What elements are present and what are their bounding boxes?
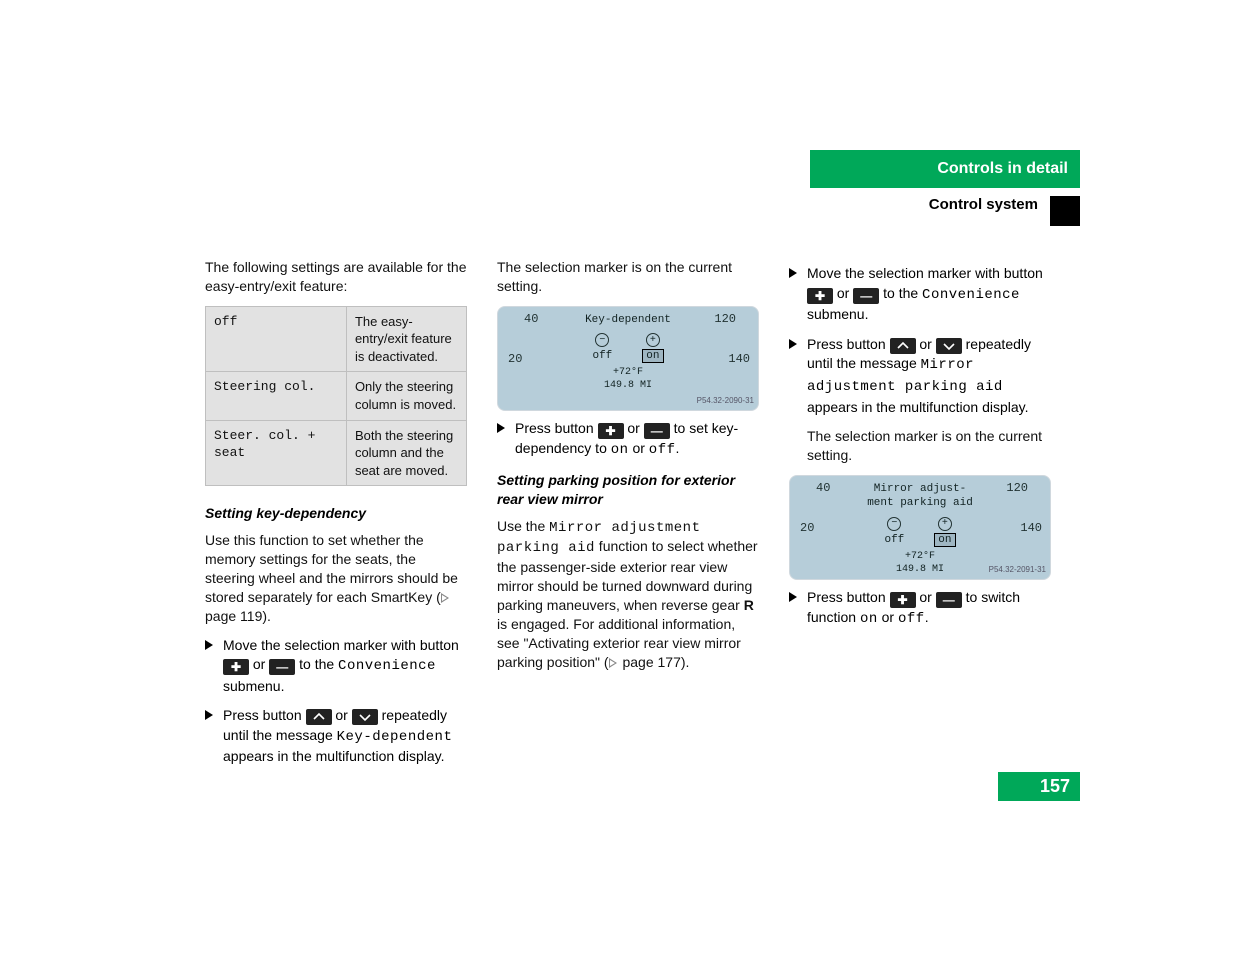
page: Controls in detail Control system The fo…: [0, 0, 1235, 954]
section-banner: Controls in detail: [810, 150, 1080, 188]
subheading-key-dependency: Setting key-dependency: [205, 504, 467, 523]
minus-button-icon: —: [269, 659, 295, 675]
section-subtitle: Control system: [929, 196, 1038, 213]
table-row: Steering col. Only the steering column i…: [206, 372, 467, 420]
intro-text: The following settings are available for…: [205, 258, 467, 296]
display-title: Key-dependent: [553, 313, 703, 327]
multifunction-display-mirror-aid: 40 20 120 140 Mirror adjust- ment parkin…: [789, 475, 1051, 580]
down-button-icon: [352, 709, 378, 725]
section-title: Controls in detail: [937, 160, 1068, 178]
instruction-step: Press button ✚ or — to set key-dependenc…: [497, 419, 759, 461]
display-title-line1: Mirror adjust-: [845, 482, 995, 496]
step-bullet-icon: [205, 636, 223, 697]
step-bullet-icon: [789, 335, 807, 417]
body-text: Use this function to set whether the mem…: [205, 531, 467, 625]
table-row: off The easy-entry/exit feature is deact…: [206, 306, 467, 372]
up-button-icon: [890, 338, 916, 354]
figure-code: P54.32-2090-31: [697, 396, 754, 407]
minus-indicator: −: [595, 333, 609, 347]
plus-button-icon: ✚: [223, 659, 249, 675]
instruction-step: Press button or repeatedly until the mes…: [789, 335, 1051, 417]
instruction-step: Move the selection marker with button ✚ …: [789, 264, 1051, 325]
body-text: The selection marker is on the current s…: [497, 258, 759, 296]
multifunction-display-key-dependent: 40 20 120 140 Key-dependent −off +on +72…: [497, 306, 759, 411]
instruction-step: Press button ✚ or — to switch function o…: [789, 588, 1051, 630]
page-ref-icon: [441, 593, 449, 603]
setting-key: Steer. col. + seat: [206, 420, 347, 486]
display-title-line2: ment parking aid: [845, 496, 995, 510]
step-bullet-icon: [497, 419, 515, 461]
table-row: Steer. col. + seat Both the steering col…: [206, 420, 467, 486]
column-3: Move the selection marker with button ✚ …: [789, 258, 1051, 777]
minus-button-icon: —: [936, 592, 962, 608]
step-bullet-icon: [789, 264, 807, 325]
step-bullet-icon: [205, 706, 223, 767]
minus-indicator: −: [887, 517, 901, 531]
setting-key: off: [206, 306, 347, 372]
setting-desc: The easy-entry/exit feature is deactivat…: [346, 306, 466, 372]
subheading-parking-mirror: Setting parking position for exterior re…: [497, 471, 759, 509]
content-columns: The following settings are available for…: [205, 258, 1080, 777]
plus-indicator: +: [646, 333, 660, 347]
selected-on: on: [934, 533, 955, 547]
page-number: 157: [998, 772, 1080, 801]
figure-code: P54.32-2091-31: [989, 565, 1046, 576]
minus-button-icon: —: [853, 288, 879, 304]
plus-indicator: +: [938, 517, 952, 531]
easy-entry-settings-table: off The easy-entry/exit feature is deact…: [205, 306, 467, 486]
body-text: Use the Mirror adjustment parking aid fu…: [497, 517, 759, 672]
plus-button-icon: ✚: [807, 288, 833, 304]
instruction-step: Move the selection marker with button ✚ …: [205, 636, 467, 697]
instruction-step: Press button or repeatedly until the mes…: [205, 706, 467, 767]
down-button-icon: [936, 338, 962, 354]
column-2: The selection marker is on the current s…: [497, 258, 759, 777]
page-ref-icon: [609, 658, 617, 668]
up-button-icon: [306, 709, 332, 725]
plus-button-icon: ✚: [890, 592, 916, 608]
setting-desc: Only the steering column is moved.: [346, 372, 466, 420]
setting-desc: Both the steering column and the seat ar…: [346, 420, 466, 486]
minus-button-icon: —: [644, 423, 670, 439]
selected-on: on: [642, 349, 663, 363]
setting-key: Steering col.: [206, 372, 347, 420]
plus-button-icon: ✚: [598, 423, 624, 439]
column-1: The following settings are available for…: [205, 258, 467, 777]
body-text: The selection marker is on the current s…: [807, 427, 1051, 465]
thumb-index-marker: [1050, 196, 1080, 226]
step-bullet-icon: [789, 588, 807, 630]
